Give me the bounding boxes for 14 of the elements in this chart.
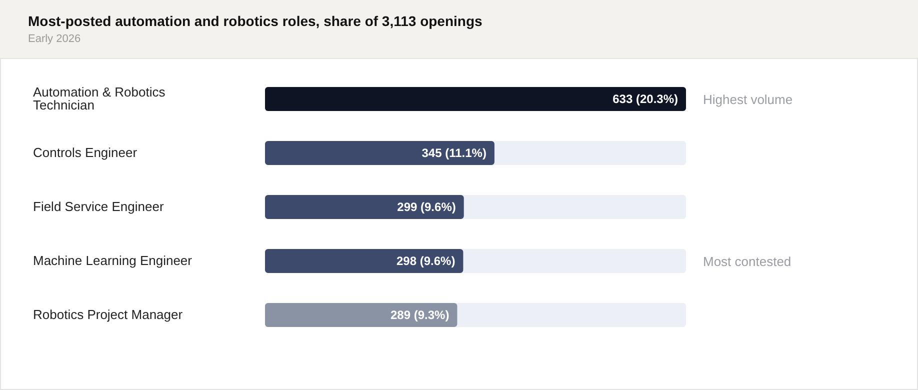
data-label: 298 (9.6%) — [396, 254, 456, 268]
chart-title: Most-posted automation and robotics roles, share of 3,113 openings — [28, 13, 484, 29]
data-label: 633 (20.3%) — [612, 92, 678, 106]
y-tick-label: Controls Engineer — [33, 145, 138, 160]
y-tick-label: Machine Learning Engineer — [33, 253, 193, 268]
text: Most contested — [703, 254, 792, 269]
y-tick-label: Field Service Engineer — [33, 199, 164, 214]
y-tick-label: Robotics Project Manager — [33, 307, 184, 322]
text: Highest volume — [703, 92, 793, 107]
data-label: 289 (9.3%) — [390, 308, 450, 322]
data-label: 299 (9.6%) — [397, 200, 456, 214]
y-tick-label: Automation & Robotics Technician — [33, 84, 166, 112]
text: Early 2026 — [28, 33, 82, 45]
data-label: 345 (11.1%) — [422, 146, 486, 160]
